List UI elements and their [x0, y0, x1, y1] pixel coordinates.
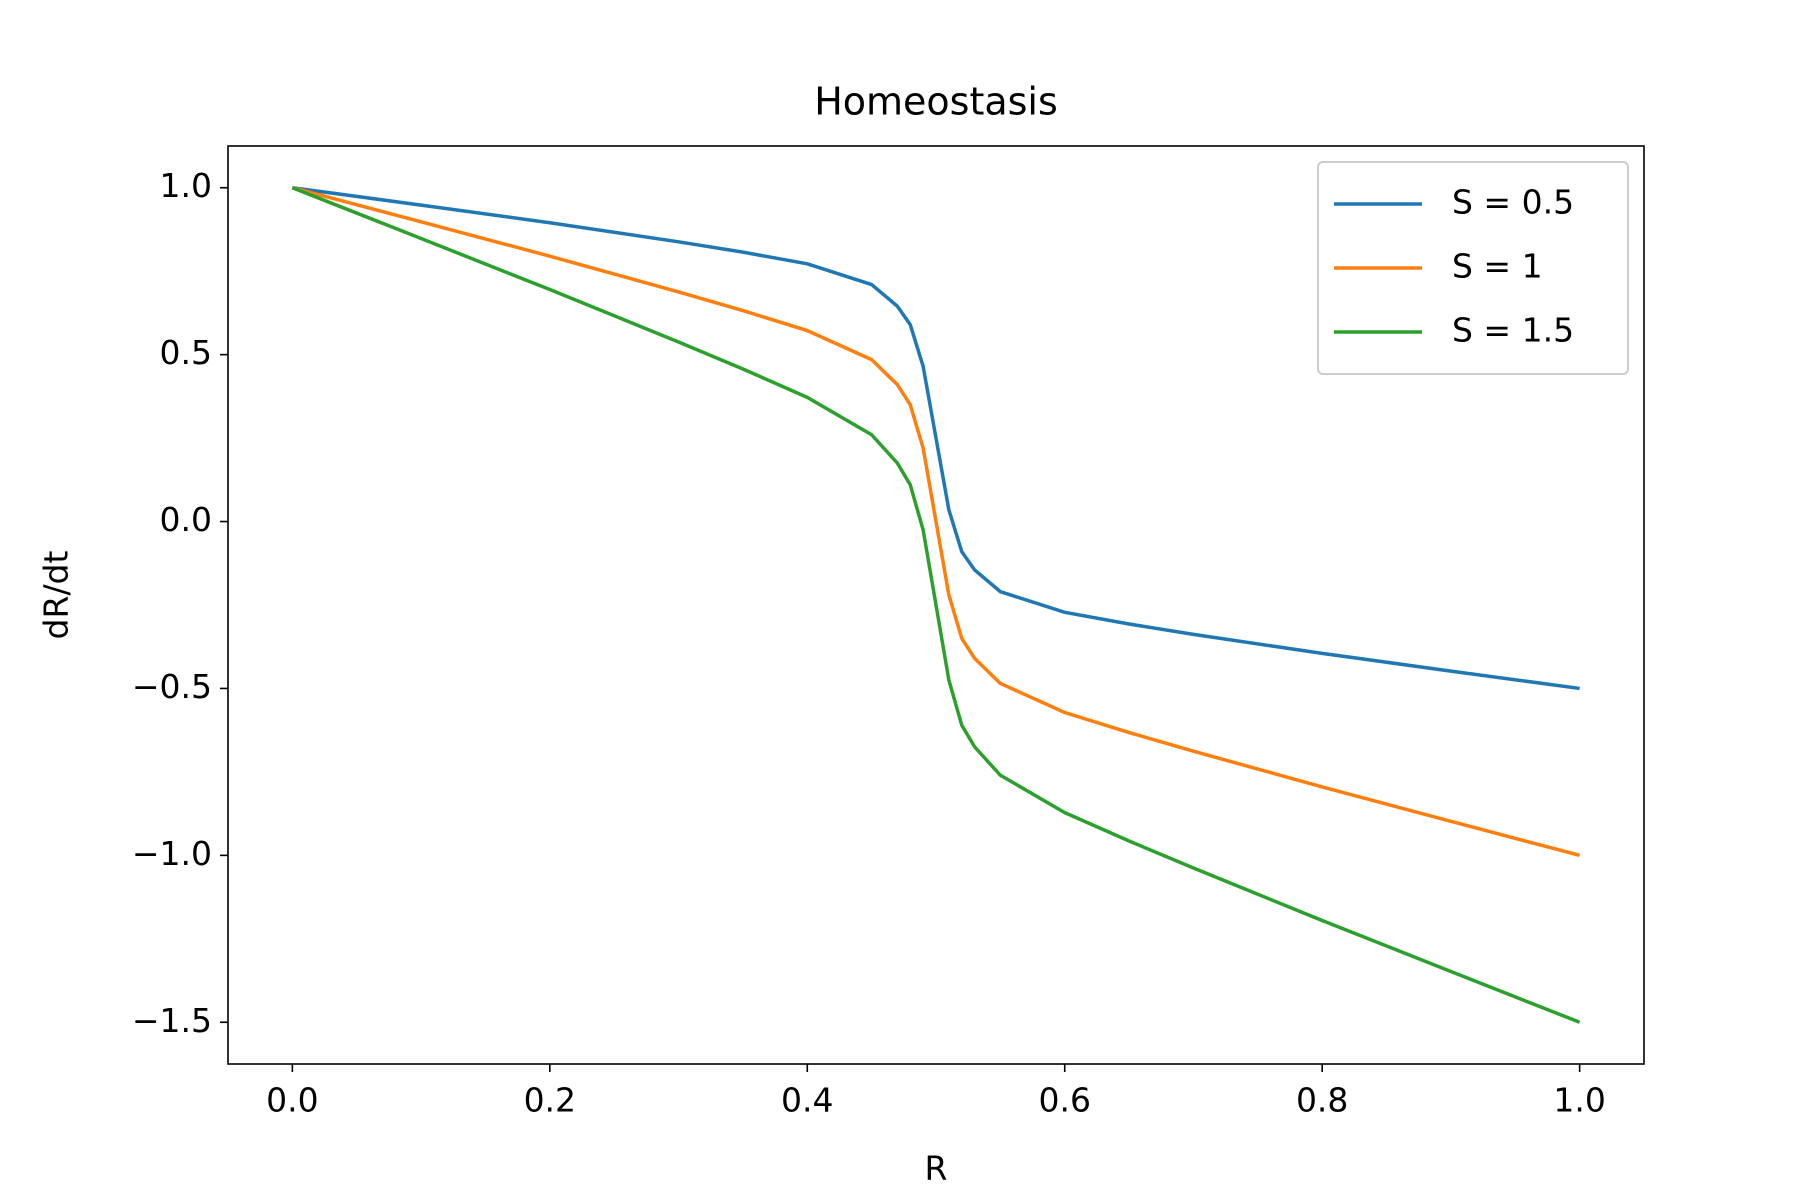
x-tick-label: 0.0: [266, 1081, 318, 1120]
x-tick-label: 0.6: [1038, 1081, 1090, 1120]
chart-title: Homeostasis: [814, 80, 1058, 124]
legend-label: S = 1.5: [1452, 311, 1574, 350]
y-tick-label: −0.5: [132, 667, 212, 706]
y-axis-label: dR/dt: [37, 551, 76, 640]
x-axis-label: R: [925, 1149, 948, 1188]
legend: S = 0.5 S = 1 S = 1.5: [1317, 161, 1629, 375]
y-tick-label: 0.0: [160, 500, 212, 539]
data-line: [292, 185, 1580, 691]
y-tick-label: −1.0: [132, 834, 212, 873]
legend-label: S = 0.5: [1452, 183, 1574, 222]
x-tick-label: 0.2: [524, 1081, 576, 1120]
y-tick-label: 1.0: [160, 166, 212, 205]
data-line: [291, 186, 1581, 858]
plot-frame: [227, 145, 1645, 1065]
x-tick-label: 0.8: [1296, 1081, 1348, 1120]
x-tick-label: 1.0: [1553, 1081, 1605, 1120]
y-tick-label: 0.5: [160, 333, 212, 372]
y-tick-label: −1.5: [132, 1001, 212, 1040]
legend-box: [1317, 161, 1629, 375]
x-tick-label: 0.4: [781, 1081, 833, 1120]
data-line: [291, 186, 1581, 1024]
legend-label: S = 1: [1452, 247, 1543, 286]
